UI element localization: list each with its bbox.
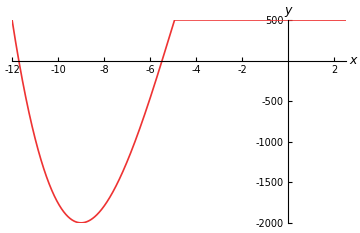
Text: y: y xyxy=(284,4,292,17)
Text: x: x xyxy=(349,54,356,67)
